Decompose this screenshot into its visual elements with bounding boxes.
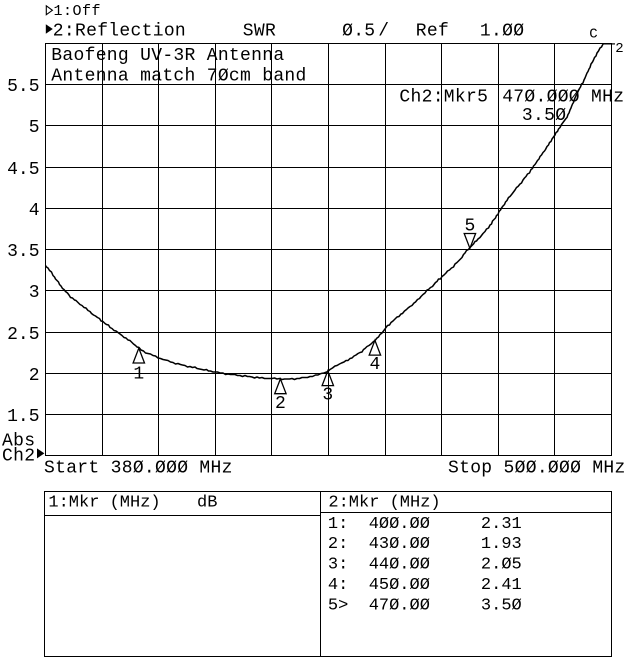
- svg-text:Stop 5ØØ.ØØØ MHz: Stop 5ØØ.ØØØ MHz: [448, 459, 626, 479]
- svg-text:Ref: Ref: [416, 22, 449, 42]
- svg-text:4.5: 4.5: [7, 160, 39, 180]
- svg-text:2: 43Ø.ØØ 1.93: 2: 43Ø.ØØ 1.93: [328, 535, 522, 554]
- svg-text:Start 38Ø.ØØØ MHz: Start 38Ø.ØØØ MHz: [44, 459, 233, 479]
- svg-text:2.5: 2.5: [7, 325, 39, 345]
- svg-text:C: C: [589, 27, 597, 43]
- svg-text:1:Mkr (MHz): 1:Mkr (MHz): [48, 494, 160, 513]
- svg-text:SWR: SWR: [243, 22, 276, 42]
- svg-text:3: 3: [29, 283, 40, 303]
- svg-text:3: 3: [322, 385, 333, 405]
- svg-text:5: 5: [464, 216, 475, 236]
- svg-text:3.5Ø: 3.5Ø: [522, 106, 566, 126]
- svg-text:47Ø.ØØØ MHz: 47Ø.ØØØ MHz: [502, 87, 624, 107]
- svg-text:Antenna match 7Øcm band: Antenna match 7Øcm band: [51, 66, 306, 86]
- svg-text:4: 4: [369, 355, 380, 375]
- svg-text:1.ØØ: 1.ØØ: [480, 22, 524, 42]
- svg-text:2: 2: [615, 41, 623, 57]
- svg-text:2: 2: [275, 394, 286, 414]
- svg-text:Ø.5: Ø.5: [342, 22, 375, 42]
- svg-text:Baofeng UV-3R Antenna: Baofeng UV-3R Antenna: [51, 46, 284, 66]
- svg-text:1: 4ØØ.ØØ 2.31: 1: 4ØØ.ØØ 2.31: [328, 515, 522, 534]
- svg-text:5> 47Ø.ØØ 3.5Ø: 5> 47Ø.ØØ 3.5Ø: [328, 596, 522, 615]
- svg-text:dB: dB: [197, 494, 217, 513]
- svg-text:Abs: Abs: [2, 431, 35, 451]
- svg-text:2:Mkr (MHz): 2:Mkr (MHz): [328, 494, 440, 513]
- svg-text:5.5: 5.5: [7, 77, 39, 97]
- svg-text:Ch2:Mkr5: Ch2:Mkr5: [399, 87, 488, 107]
- svg-text:1:Off: 1:Off: [54, 3, 102, 20]
- svg-text:2:Reflection: 2:Reflection: [53, 22, 186, 42]
- svg-text:Ch2: Ch2: [2, 446, 35, 466]
- svg-text:2: 2: [29, 366, 40, 386]
- svg-text:1.5: 1.5: [7, 407, 39, 427]
- svg-text:3: 44Ø.ØØ 2.Ø5: 3: 44Ø.ØØ 2.Ø5: [328, 556, 522, 575]
- svg-text:3.5: 3.5: [7, 242, 39, 262]
- svg-text:/: /: [378, 22, 389, 42]
- svg-text:1: 1: [133, 364, 144, 384]
- svg-text:4: 45Ø.ØØ 2.41: 4: 45Ø.ØØ 2.41: [328, 576, 522, 595]
- svg-text:4: 4: [29, 201, 40, 221]
- svg-text:5: 5: [29, 118, 40, 138]
